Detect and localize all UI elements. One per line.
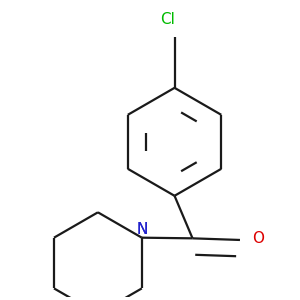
Text: Cl: Cl (160, 12, 175, 27)
Text: N: N (136, 222, 148, 237)
Text: N: N (136, 222, 148, 237)
Text: O: O (252, 231, 264, 246)
